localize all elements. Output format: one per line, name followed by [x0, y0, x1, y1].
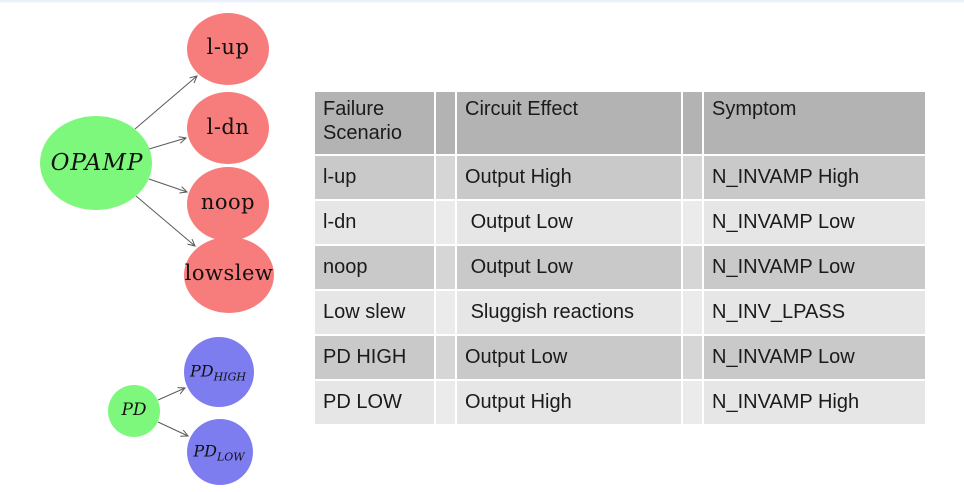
spacer-cell — [683, 336, 702, 379]
spacer-cell — [436, 156, 455, 199]
pd-high-sub: HIGH — [213, 370, 246, 384]
node-pd-high — [184, 337, 254, 407]
cell-symptom: N_INVAMP High — [704, 156, 925, 199]
spacer-cell — [436, 381, 455, 424]
header-spacer-cell — [436, 92, 455, 154]
cell-scenario: l-up — [315, 156, 434, 199]
arrow-opamp-to-lowslew — [135, 195, 195, 246]
node-pd-low — [187, 419, 253, 485]
cell-symptom: N_INVAMP Low — [704, 246, 925, 289]
node-l-up — [187, 13, 269, 85]
pd-high-main: PD — [190, 361, 214, 381]
node-l-dn-label: l-dn — [206, 115, 250, 139]
node-noop — [187, 167, 269, 241]
cell-scenario: PD LOW — [315, 381, 434, 424]
node-opamp-label: OPAMP — [50, 150, 144, 176]
opamp-tree — [40, 13, 274, 313]
header-spacer-cell — [683, 92, 702, 154]
pd-low-main: PD — [193, 441, 217, 461]
node-pd-low-label: PDLOW — [193, 441, 245, 464]
header-cell-circuit-effect: Circuit Effect — [457, 92, 681, 154]
arrow-opamp-to-l-dn — [148, 138, 186, 150]
node-l-dn — [187, 92, 269, 164]
cell-scenario: PD HIGH — [315, 336, 434, 379]
pd-tree — [108, 337, 254, 485]
arrow-opamp-to-noop — [148, 178, 187, 192]
cell-effect: Output Low — [457, 246, 681, 289]
node-noop-label: noop — [200, 190, 256, 214]
cell-effect: Output High — [457, 381, 681, 424]
cell-effect: Output Low — [457, 201, 681, 244]
header-cell-symptom: Symptom — [704, 92, 925, 154]
node-pd-label: PD — [121, 400, 147, 420]
spacer-cell — [683, 246, 702, 289]
cell-symptom: N_INVAMP Low — [704, 201, 925, 244]
cell-scenario: l-dn — [315, 201, 434, 244]
spacer-cell — [683, 156, 702, 199]
cell-symptom: N_INVAMP High — [704, 381, 925, 424]
spacer-cell — [683, 201, 702, 244]
node-lowslew — [184, 237, 274, 313]
cell-scenario: noop — [315, 246, 434, 289]
node-pd — [108, 385, 160, 437]
arrow-opamp-to-l-up — [134, 76, 197, 130]
spacer-cell — [436, 336, 455, 379]
spacer-cell — [683, 381, 702, 424]
pd-low-sub: LOW — [216, 450, 245, 464]
node-opamp — [40, 116, 152, 210]
cell-effect: Sluggish reactions — [457, 291, 681, 334]
cell-symptom: N_INVAMP Low — [704, 336, 925, 379]
cell-scenario: Low slew — [315, 291, 434, 334]
cell-effect: Output Low — [457, 336, 681, 379]
node-lowslew-label: lowslew — [184, 261, 274, 285]
arrow-pd-to-pdlow — [157, 421, 188, 436]
spacer-cell — [436, 291, 455, 334]
cell-effect: Output High — [457, 156, 681, 199]
spacer-cell — [436, 201, 455, 244]
arrow-pd-to-pdhigh — [157, 388, 185, 401]
failure-scenario-table: Failure Scenario Circuit Effect Symptom … — [315, 92, 925, 424]
spacer-cell — [683, 291, 702, 334]
node-pd-high-label: PDHIGH — [190, 361, 246, 384]
window-top-edge — [0, 0, 964, 3]
cell-symptom: N_INV_LPASS — [704, 291, 925, 334]
header-cell-failure-scenario: Failure Scenario — [315, 92, 434, 154]
node-l-up-label: l-up — [206, 35, 250, 59]
spacer-cell — [436, 246, 455, 289]
